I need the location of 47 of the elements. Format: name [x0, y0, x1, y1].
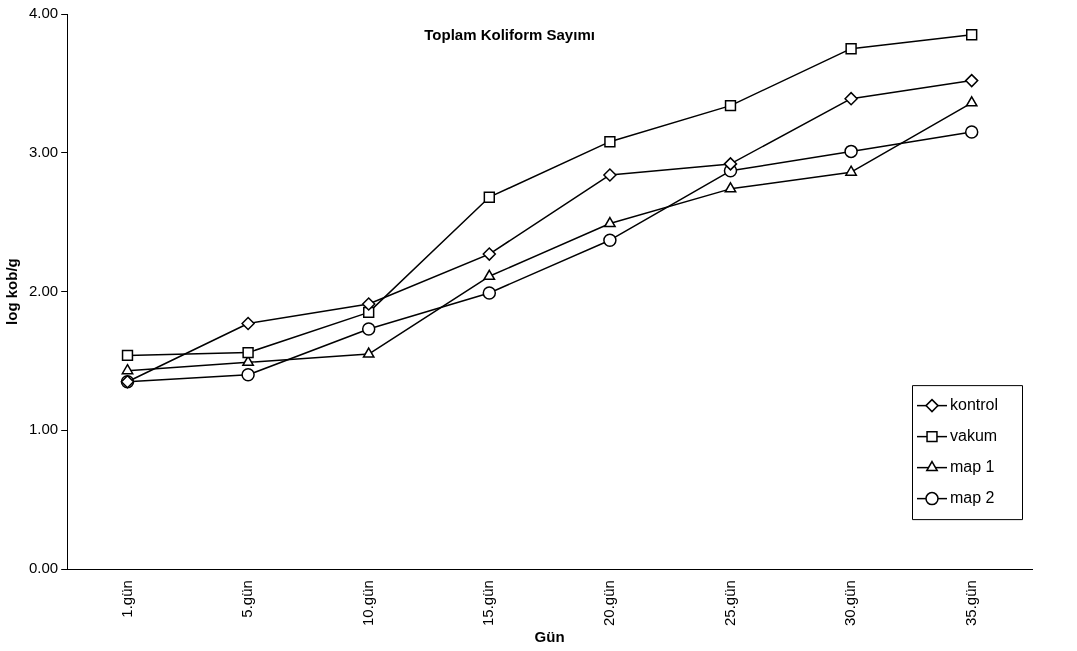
point: [483, 269, 496, 281]
point: [964, 73, 979, 88]
point: [845, 43, 857, 55]
point: [362, 347, 375, 358]
point: [121, 349, 134, 362]
legend-label: map 2: [950, 489, 995, 507]
point: [603, 216, 616, 228]
point: [723, 157, 738, 171]
point: [242, 346, 254, 359]
y-axis-title: log kob/g: [3, 258, 21, 325]
point: [844, 144, 858, 159]
y-tick-label: 2.00: [28, 281, 59, 299]
point: [964, 125, 979, 139]
point: [724, 182, 737, 193]
point: [483, 191, 495, 203]
legend-label: kontrol: [950, 396, 999, 414]
point: [241, 316, 255, 331]
point: [482, 286, 497, 300]
y-tick-label: 1.00: [28, 420, 59, 438]
text: Toplam Koliform Sayımı: [424, 26, 595, 44]
x-tick-label: 10.gün: [358, 580, 376, 627]
point: [241, 368, 255, 382]
point: [361, 297, 376, 311]
y-tick-label: 0.00: [28, 559, 59, 577]
point: [844, 91, 858, 106]
x-tick-label: 30.gün: [841, 580, 859, 627]
point: [121, 363, 134, 375]
y-tick-label: 3.00: [28, 142, 59, 160]
y-tick-label: 4.00: [28, 4, 59, 22]
point: [604, 135, 616, 148]
x-tick-label: 35.gün: [961, 580, 979, 627]
point: [724, 99, 737, 112]
point: [361, 322, 376, 336]
legend-label: vakum: [950, 427, 998, 445]
point: [603, 233, 617, 247]
x-tick-label: 20.gün: [600, 580, 618, 627]
point: [603, 168, 617, 182]
point: [965, 96, 978, 107]
x-axis-title: Gün: [534, 628, 565, 646]
x-tick-label: 15.gün: [479, 580, 497, 627]
point: [482, 247, 497, 261]
point: [966, 29, 978, 41]
x-tick-label: 1.gün: [117, 580, 135, 618]
legend-label: map 1: [950, 458, 995, 476]
x-tick-label: 25.gün: [720, 580, 738, 627]
x-tick-label: 5.gün: [238, 580, 256, 618]
point: [845, 165, 858, 176]
